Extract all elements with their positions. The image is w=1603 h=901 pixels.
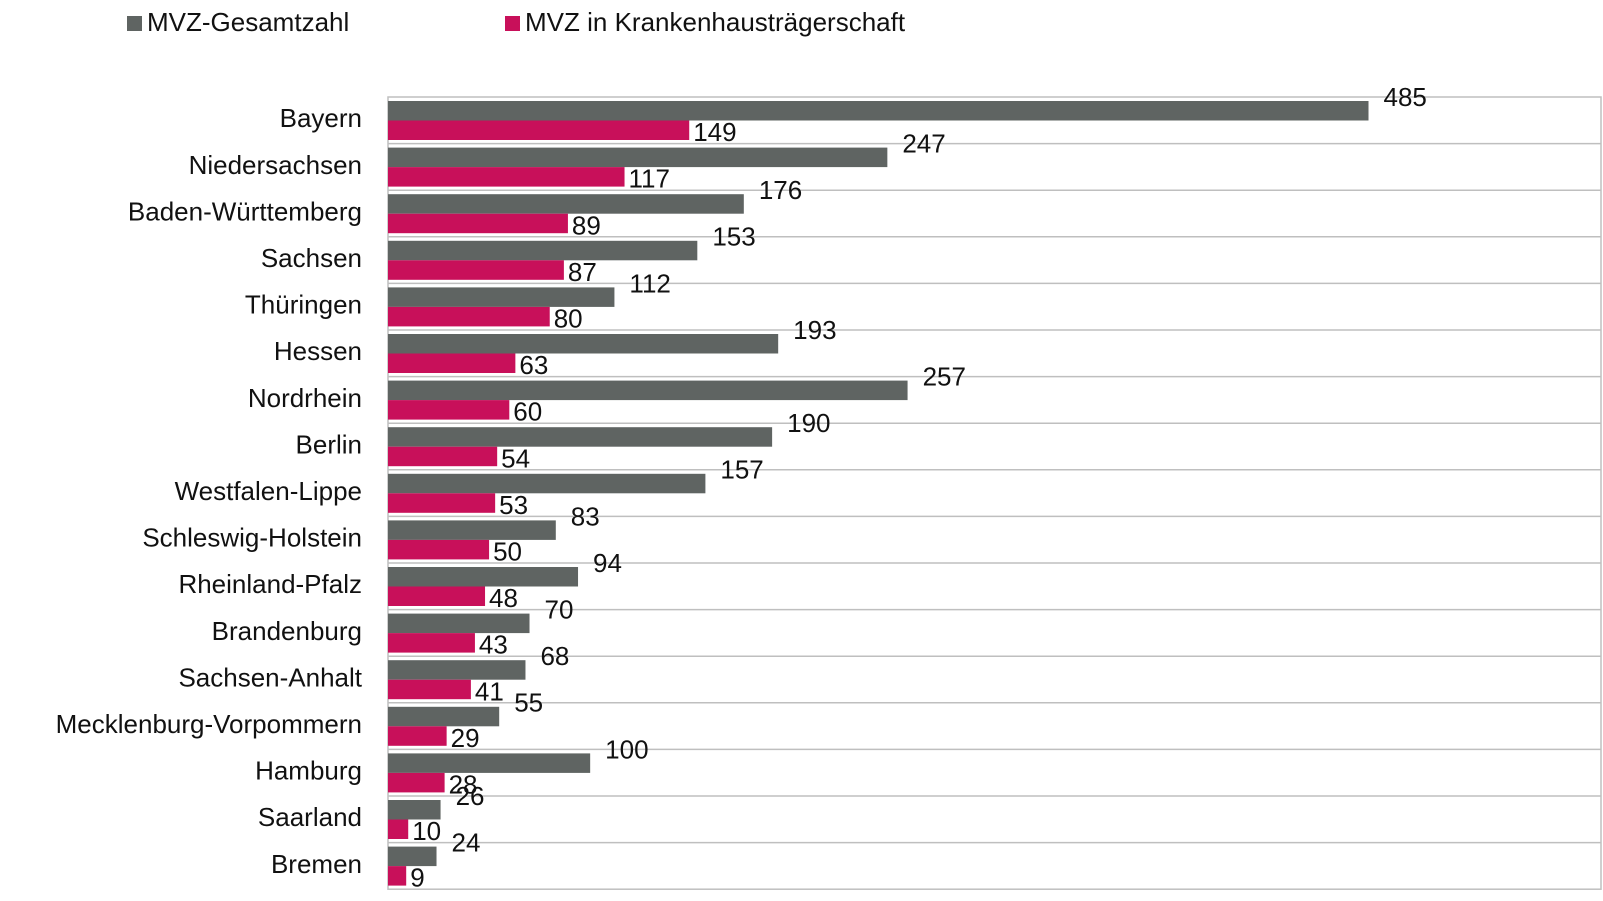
value-label: 43 bbox=[479, 630, 508, 660]
value-label: 53 bbox=[499, 490, 528, 520]
value-label: 94 bbox=[593, 548, 622, 578]
y-tick-label: Thüringen bbox=[245, 290, 362, 320]
bar bbox=[388, 800, 441, 820]
bar bbox=[388, 260, 564, 280]
y-tick-label: Sachsen-Anhalt bbox=[178, 662, 362, 692]
y-tick-label: Hamburg bbox=[255, 756, 362, 786]
value-label: 29 bbox=[451, 723, 480, 753]
legend-label: MVZ-Gesamtzahl bbox=[147, 7, 349, 37]
value-label: 112 bbox=[629, 268, 670, 298]
bar bbox=[388, 473, 706, 494]
value-label: 117 bbox=[629, 164, 670, 194]
y-tick-label: Berlin bbox=[296, 429, 362, 459]
value-label: 63 bbox=[519, 350, 548, 380]
value-label: 48 bbox=[489, 583, 518, 613]
value-label: 257 bbox=[923, 361, 966, 391]
bar bbox=[388, 567, 579, 587]
bar bbox=[388, 846, 437, 867]
y-tick-label: Bayern bbox=[280, 103, 362, 133]
value-label: 10 bbox=[412, 816, 441, 846]
y-tick-label: Baden-Württemberg bbox=[128, 196, 362, 226]
bar bbox=[388, 380, 908, 401]
value-label: 26 bbox=[456, 781, 485, 811]
bar bbox=[388, 334, 779, 354]
value-label: 24 bbox=[452, 827, 481, 857]
legend-label: MVZ in Krankenhausträgerschaft bbox=[525, 7, 906, 37]
value-label: 153 bbox=[712, 222, 755, 252]
value-label: 41 bbox=[475, 676, 504, 706]
value-label: 83 bbox=[571, 501, 600, 531]
y-tick-label: Bremen bbox=[271, 849, 362, 879]
value-label: 60 bbox=[513, 397, 542, 427]
bar bbox=[388, 726, 447, 746]
legend-swatch bbox=[505, 16, 520, 31]
bar bbox=[388, 167, 625, 187]
value-label: 190 bbox=[787, 408, 830, 438]
y-tick-label: Brandenburg bbox=[212, 616, 362, 646]
value-label: 70 bbox=[545, 594, 574, 624]
bar bbox=[388, 586, 486, 606]
bar bbox=[388, 427, 773, 447]
value-label: 485 bbox=[1384, 82, 1427, 112]
value-label: 9 bbox=[410, 863, 424, 893]
bar bbox=[388, 706, 500, 727]
bar bbox=[388, 660, 526, 680]
bar bbox=[388, 306, 550, 327]
value-label: 193 bbox=[793, 315, 836, 345]
bar bbox=[388, 819, 409, 839]
bar bbox=[388, 493, 496, 513]
y-tick-label: Schleswig-Holstein bbox=[142, 523, 362, 553]
value-label: 89 bbox=[572, 210, 601, 240]
bar bbox=[388, 446, 498, 467]
bar bbox=[388, 539, 490, 560]
value-label: 247 bbox=[902, 128, 945, 158]
value-label: 55 bbox=[514, 688, 543, 718]
value-label: 87 bbox=[568, 257, 597, 287]
y-tick-label: Saarland bbox=[258, 802, 362, 832]
value-label: 28 bbox=[449, 770, 478, 800]
bar bbox=[388, 120, 690, 140]
y-tick-label: Rheinland-Pfalz bbox=[178, 569, 362, 599]
bar bbox=[388, 213, 568, 234]
value-label: 50 bbox=[493, 537, 522, 567]
y-tick-label: Nordrhein bbox=[248, 383, 362, 413]
bar bbox=[388, 240, 698, 261]
y-tick-label: Mecklenburg-Vorpommern bbox=[56, 709, 362, 739]
bar bbox=[388, 613, 530, 634]
value-label: 100 bbox=[605, 734, 648, 764]
value-label: 157 bbox=[720, 455, 763, 485]
bar bbox=[388, 520, 556, 540]
bar bbox=[388, 679, 471, 700]
value-label: 68 bbox=[540, 641, 569, 671]
bar bbox=[388, 194, 744, 214]
bar bbox=[388, 753, 591, 773]
bar bbox=[388, 147, 888, 168]
y-tick-label: Niedersachsen bbox=[189, 150, 362, 180]
bar bbox=[388, 772, 445, 793]
y-tick-label: Westfalen-Lippe bbox=[175, 476, 362, 506]
y-tick-label: Hessen bbox=[274, 336, 362, 366]
value-label: 80 bbox=[554, 304, 583, 334]
bar bbox=[388, 633, 475, 653]
value-label: 149 bbox=[693, 117, 736, 147]
legend-swatch bbox=[127, 16, 142, 31]
bar bbox=[388, 400, 510, 420]
value-label: 176 bbox=[759, 175, 802, 205]
value-label: 54 bbox=[501, 443, 530, 473]
bar bbox=[388, 287, 615, 307]
y-tick-label: Sachsen bbox=[261, 243, 362, 273]
bar bbox=[388, 866, 407, 886]
bar bbox=[388, 353, 516, 373]
bar bbox=[388, 101, 1369, 121]
